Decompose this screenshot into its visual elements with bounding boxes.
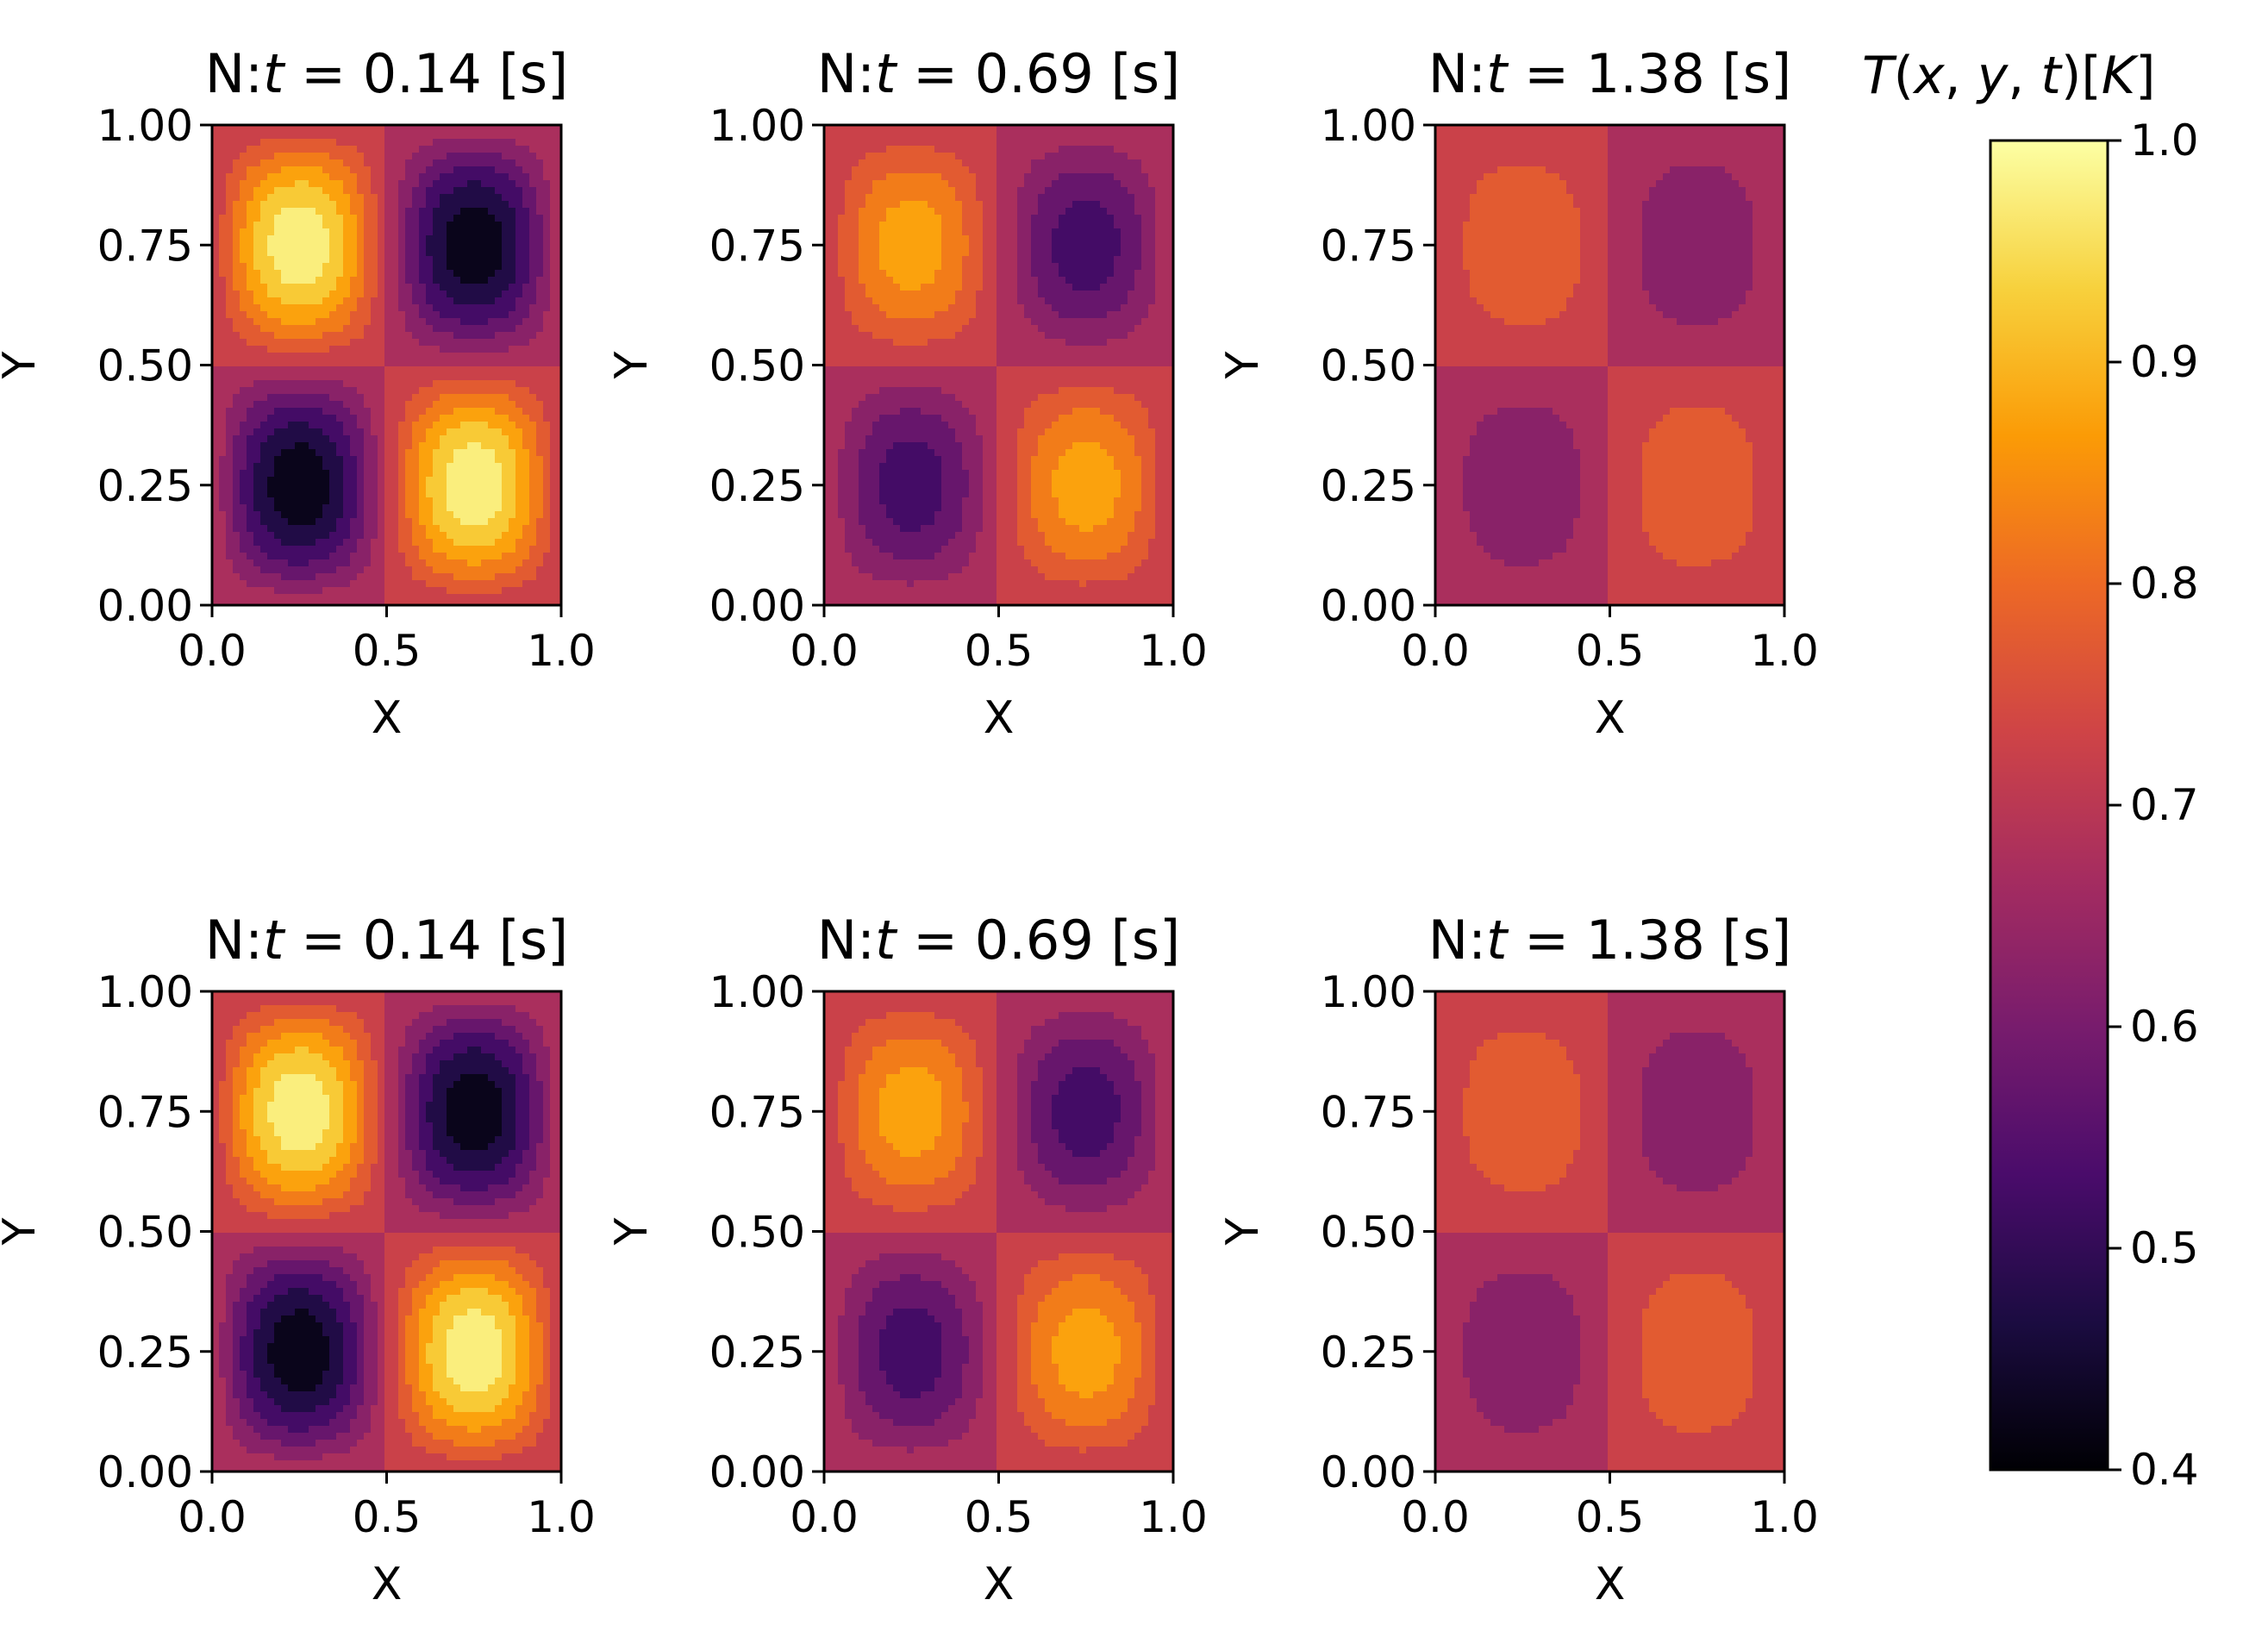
x-tick-label: 0.0 — [790, 626, 859, 676]
subplot-title: N:t = 0.14 [s] — [205, 42, 568, 105]
y-tick-label: 0.75 — [97, 221, 193, 271]
colorbar-tick-label: 0.9 — [2130, 337, 2199, 387]
colorbar-tick-label: 0.7 — [2130, 780, 2199, 830]
x-tick-label: 0.0 — [178, 1492, 247, 1542]
x-tick-label: 1.0 — [1139, 626, 1208, 676]
x-axis-label: X — [372, 1559, 403, 1610]
y-tick-label: 0.50 — [709, 341, 805, 391]
x-tick-label: 0.5 — [1576, 626, 1645, 676]
subplot-title: N:t = 0.14 [s] — [205, 909, 568, 972]
colorbar-title: T(x, y, t)[K] — [1862, 46, 2156, 106]
y-tick-label: 0.00 — [97, 581, 193, 631]
colorbar-tick-label: 1.0 — [2130, 116, 2199, 166]
contour-field — [824, 125, 1173, 605]
x-tick-label: 1.0 — [1750, 626, 1819, 676]
y-axis-label: Y — [1217, 351, 1269, 379]
y-tick-label: 0.00 — [1321, 581, 1416, 631]
y-tick-label: 1.00 — [1321, 967, 1416, 1017]
y-tick-label: 0.75 — [709, 1087, 805, 1137]
subplot-4: 0.0 0.5 1.0 0.00 0.25 0.50 0.75 1.00 X Y N:t = 0.1… — [0, 909, 596, 1610]
x-tick-label: 1.0 — [527, 1492, 596, 1542]
x-tick-label: 0.5 — [353, 626, 422, 676]
y-tick-label: 1.00 — [709, 967, 805, 1017]
x-axis-label: X — [372, 692, 403, 744]
subplot-5: 0.0 0.5 1.0 0.00 0.25 0.50 0.75 1.00 X Y N:t = 0.6… — [606, 909, 1208, 1610]
x-tick-label: 1.0 — [1750, 1492, 1819, 1542]
x-tick-label: 0.0 — [1401, 1492, 1470, 1542]
subplot-3: 0.0 0.5 1.0 0.00 0.25 0.50 0.75 1.00 X Y N:t = 1.3… — [1217, 42, 1819, 744]
colorbar-tick-label: 0.8 — [2130, 559, 2199, 609]
y-tick-label: 0.50 — [709, 1208, 805, 1258]
y-tick-label: 0.25 — [1321, 461, 1416, 511]
x-tick-label: 0.5 — [1576, 1492, 1645, 1542]
y-axis-label: Y — [0, 1217, 46, 1246]
subplot-2: 0.0 0.5 1.0 0.00 0.25 0.50 0.75 1.00 X Y N:t = 0.6… — [606, 42, 1208, 744]
x-tick-label: 1.0 — [527, 626, 596, 676]
y-tick-label: 0.00 — [1321, 1447, 1416, 1497]
y-tick-label: 0.75 — [1321, 221, 1416, 271]
contour-field — [212, 991, 561, 1472]
y-tick-label: 1.00 — [97, 967, 193, 1017]
y-axis-label: Y — [606, 1217, 658, 1246]
y-tick-label: 1.00 — [1321, 101, 1416, 151]
y-tick-label: 0.25 — [97, 461, 193, 511]
x-tick-label: 0.0 — [178, 626, 247, 676]
x-axis-label: X — [984, 692, 1015, 744]
y-tick-label: 0.50 — [1321, 341, 1416, 391]
colorbar-tick-label: 0.4 — [2130, 1445, 2199, 1495]
y-tick-label: 0.50 — [97, 341, 193, 391]
contour-field — [824, 991, 1173, 1472]
y-tick-label: 0.25 — [709, 1328, 805, 1378]
contour-field — [212, 125, 561, 605]
x-tick-label: 0.5 — [965, 626, 1034, 676]
subplot-title: N:t = 1.38 [s] — [1428, 42, 1791, 105]
x-tick-label: 0.0 — [790, 1492, 859, 1542]
y-tick-label: 0.25 — [709, 461, 805, 511]
colorbar-gradient — [1989, 139, 2109, 1472]
y-tick-label: 0.50 — [97, 1208, 193, 1258]
contour-field — [1435, 125, 1784, 605]
contour-field — [1435, 991, 1784, 1472]
x-axis-label: X — [1595, 1559, 1626, 1610]
x-tick-label: 0.5 — [965, 1492, 1034, 1542]
y-tick-label: 1.00 — [97, 101, 193, 151]
y-tick-label: 0.75 — [1321, 1087, 1416, 1137]
y-tick-label: 0.25 — [1321, 1328, 1416, 1378]
y-tick-label: 0.00 — [709, 581, 805, 631]
subplot-title: N:t = 0.69 [s] — [817, 909, 1180, 972]
y-tick-label: 0.75 — [709, 221, 805, 271]
y-tick-label: 0.25 — [97, 1328, 193, 1378]
subplot-1: 0.0 0.5 1.0 0.00 0.25 0.50 0.75 1.00 X Y N:t = 0.1… — [0, 42, 596, 744]
colorbar-tick-label: 0.5 — [2130, 1223, 2199, 1273]
y-axis-label: Y — [0, 351, 46, 379]
subplot-title: N:t = 0.69 [s] — [817, 42, 1180, 105]
x-axis-label: X — [984, 1559, 1015, 1610]
x-tick-label: 0.0 — [1401, 626, 1470, 676]
y-axis-label: Y — [606, 351, 658, 379]
y-axis-label: Y — [1217, 1217, 1269, 1246]
y-tick-label: 0.00 — [97, 1447, 193, 1497]
colorbar-tick-label: 0.6 — [2130, 1002, 2199, 1052]
x-tick-label: 1.0 — [1139, 1492, 1208, 1542]
subplot-title: N:t = 1.38 [s] — [1428, 909, 1791, 972]
x-axis-label: X — [1595, 692, 1626, 744]
y-tick-label: 0.75 — [97, 1087, 193, 1137]
y-tick-label: 1.00 — [709, 101, 805, 151]
y-tick-label: 0.00 — [709, 1447, 805, 1497]
colorbar: T(x, y, t)[K] 0.4 0.5 0.6 0.7 0.8 0.9 1.0 — [1862, 46, 2199, 1495]
y-tick-label: 0.50 — [1321, 1208, 1416, 1258]
subplot-6: 0.0 0.5 1.0 0.00 0.25 0.50 0.75 1.00 X Y N:t = 1.3… — [1217, 909, 1819, 1610]
x-tick-label: 0.5 — [353, 1492, 422, 1542]
subplot-grid: 0.0 0.5 1.0 0.00 0.25 0.50 0.75 1.00 X Y N:t = 0.1… — [0, 42, 1819, 1610]
